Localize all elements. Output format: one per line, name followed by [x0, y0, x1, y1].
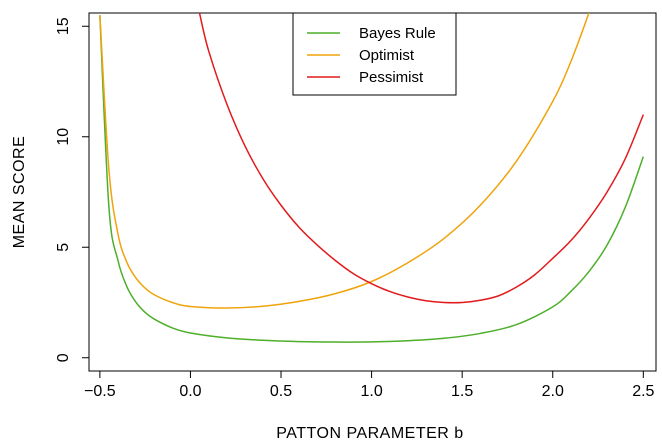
series-line-optimist — [99, 13, 590, 309]
series-line-bayes-rule — [99, 15, 645, 343]
x-tick-label: 1.5 — [451, 383, 473, 400]
legend-label-pessimist: Pessimist — [359, 69, 424, 86]
y-tick-label: 15 — [55, 17, 72, 35]
x-tick-label: −0.5 — [84, 383, 116, 400]
y-tick-label: 0 — [55, 353, 72, 362]
x-axis: −0.5 0.0 0.5 1.0 1.5 2.0 2.5 — [84, 371, 655, 400]
y-tick-label: 5 — [55, 243, 72, 252]
series-line-pessimist — [198, 13, 645, 304]
legend: Bayes Rule Optimist Pessimist — [292, 12, 457, 96]
legend-label-bayes-rule: Bayes Rule — [359, 25, 436, 42]
x-tick-label: 1.0 — [360, 383, 382, 400]
y-axis: 0 5 10 15 — [55, 17, 89, 362]
x-tick-label: 0.0 — [179, 383, 201, 400]
legend-box — [292, 12, 457, 96]
x-tick-label: 2.5 — [632, 383, 654, 400]
x-tick-label: 0.5 — [270, 383, 292, 400]
x-tick-label: 2.0 — [542, 383, 564, 400]
series-layer — [99, 13, 645, 343]
x-axis-title: PATTON PARAMETER b — [276, 425, 463, 442]
legend-label-optimist: Optimist — [359, 47, 415, 64]
y-axis-title: MEAN SCORE — [11, 136, 28, 249]
y-tick-label: 10 — [55, 128, 72, 146]
